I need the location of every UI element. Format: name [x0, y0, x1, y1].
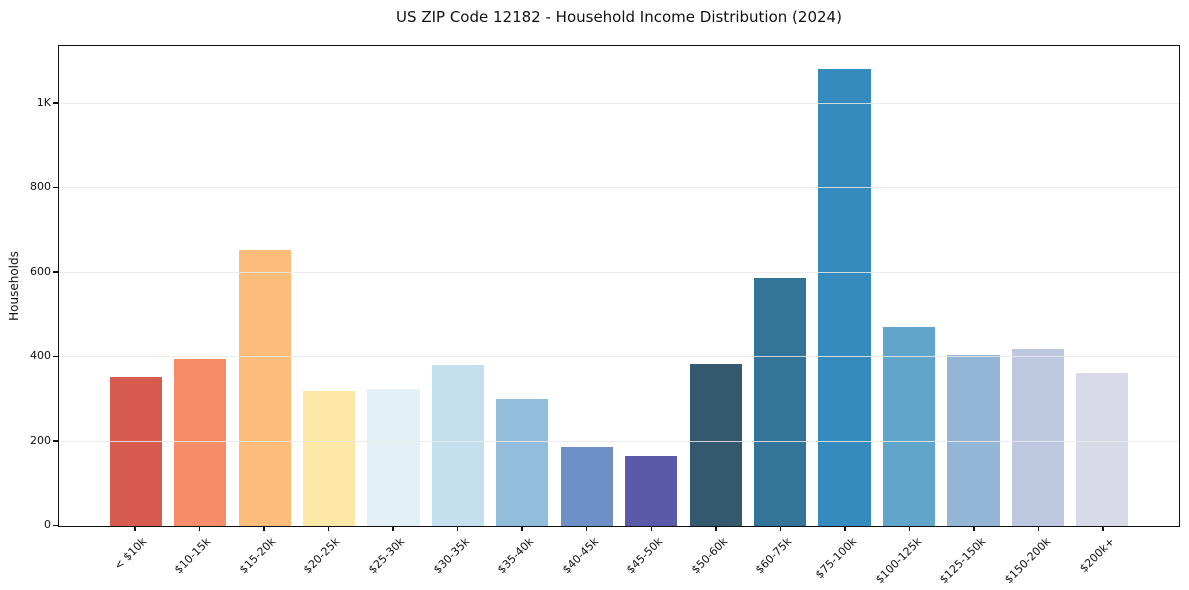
bar-slot — [683, 46, 747, 526]
x-tick-label: $15-20k — [236, 535, 279, 577]
x-tick-mark — [198, 527, 201, 531]
y-tick-label: 200 — [30, 433, 51, 447]
bar-$200k+ — [1076, 373, 1129, 526]
plot-area — [58, 45, 1180, 527]
y-tick-label: 800 — [30, 180, 51, 194]
x-tick-mark — [263, 527, 265, 531]
x-tick-mark — [1037, 527, 1040, 531]
x-tick-label: $125-150k — [937, 535, 989, 587]
bar-$25-30k — [367, 388, 420, 526]
x-tick-label: $60-75k — [753, 535, 795, 577]
x-tick-mark — [327, 527, 330, 531]
bar-slot — [297, 46, 361, 526]
bar-$60-75k — [754, 277, 807, 526]
bar-slot — [426, 46, 490, 526]
x-tick-mark — [585, 527, 588, 531]
x-tick-label: $75-100k — [812, 535, 860, 582]
bar-slot — [1070, 46, 1134, 526]
y-tick-label: 1K — [36, 95, 51, 109]
x-tick-label: $100-125k — [872, 535, 924, 587]
gridline-400 — [59, 356, 1179, 358]
x-tick-mark — [715, 527, 717, 531]
x-tick-mark — [908, 527, 911, 531]
y-tick-label: 0 — [44, 518, 51, 531]
bar-$20-25k — [302, 391, 356, 526]
chart-title: US ZIP Code 12182 - Household Income Dis… — [396, 8, 842, 26]
x-tick-label: $10-15k — [172, 535, 214, 577]
bar-slot — [361, 46, 425, 526]
y-tick-label: 600 — [30, 264, 51, 278]
bar-slot — [877, 46, 941, 526]
bar-$35-40k — [496, 399, 549, 526]
bar-slot — [1006, 46, 1070, 526]
gridline-200 — [59, 440, 1179, 442]
x-tick-label: $25-30k — [365, 535, 408, 577]
bar-$10-15k — [174, 358, 227, 526]
x-tick-mark — [779, 527, 782, 531]
bar-slot — [812, 46, 876, 526]
bar-slot — [168, 46, 232, 526]
bar-slot — [555, 46, 619, 526]
bar-$50-60k — [689, 364, 742, 526]
y-axis-label: Households — [7, 251, 21, 321]
bar-$45-50k — [625, 455, 678, 526]
y-tick-mark — [53, 102, 58, 104]
y-tick-mark — [53, 271, 58, 273]
gridline-1000 — [59, 102, 1179, 104]
bar-$75-100k — [818, 68, 871, 526]
bar-$30-35k — [431, 365, 484, 526]
bar-$40-45k — [560, 446, 613, 526]
y-tick-mark — [53, 186, 58, 189]
bar-slot — [490, 46, 554, 526]
bar-slot — [941, 46, 1005, 526]
x-tick-mark — [1102, 527, 1104, 531]
x-tick-label: $40-45k — [559, 535, 601, 577]
y-tick-label: 400 — [30, 349, 51, 363]
y-tick-mark — [53, 355, 58, 358]
gridline-800 — [59, 187, 1179, 189]
bar-< $10k — [109, 377, 162, 526]
y-tick-mark — [53, 524, 58, 526]
bars-container — [59, 46, 1179, 526]
x-tick-label: $30-35k — [430, 535, 472, 577]
x-tick-label: $45-50k — [624, 535, 666, 577]
bar-slot — [232, 46, 296, 526]
x-tick-mark — [521, 527, 523, 531]
gridline-600 — [59, 271, 1179, 273]
x-tick-label: $150-200k — [1001, 535, 1053, 587]
bar-slot — [619, 46, 683, 526]
x-tick-label: $200k+ — [1077, 535, 1118, 576]
bar-$15-20k — [238, 249, 291, 526]
x-tick-label: $50-60k — [688, 535, 731, 577]
x-tick-mark — [650, 527, 653, 531]
bar-slot — [104, 46, 168, 526]
bar-slot — [748, 46, 812, 526]
x-tick-mark — [456, 527, 459, 531]
x-tick-mark — [134, 527, 136, 531]
x-tick-mark — [973, 527, 975, 531]
bar-$100-125k — [882, 326, 936, 526]
y-tick-mark — [53, 440, 58, 442]
x-tick-label: < $10k — [111, 535, 149, 573]
bar-$150-200k — [1011, 349, 1064, 526]
x-tick-mark — [392, 527, 394, 531]
x-tick-mark — [844, 527, 846, 531]
x-tick-label: $20-25k — [301, 535, 343, 577]
x-tick-label: $35-40k — [495, 535, 537, 577]
